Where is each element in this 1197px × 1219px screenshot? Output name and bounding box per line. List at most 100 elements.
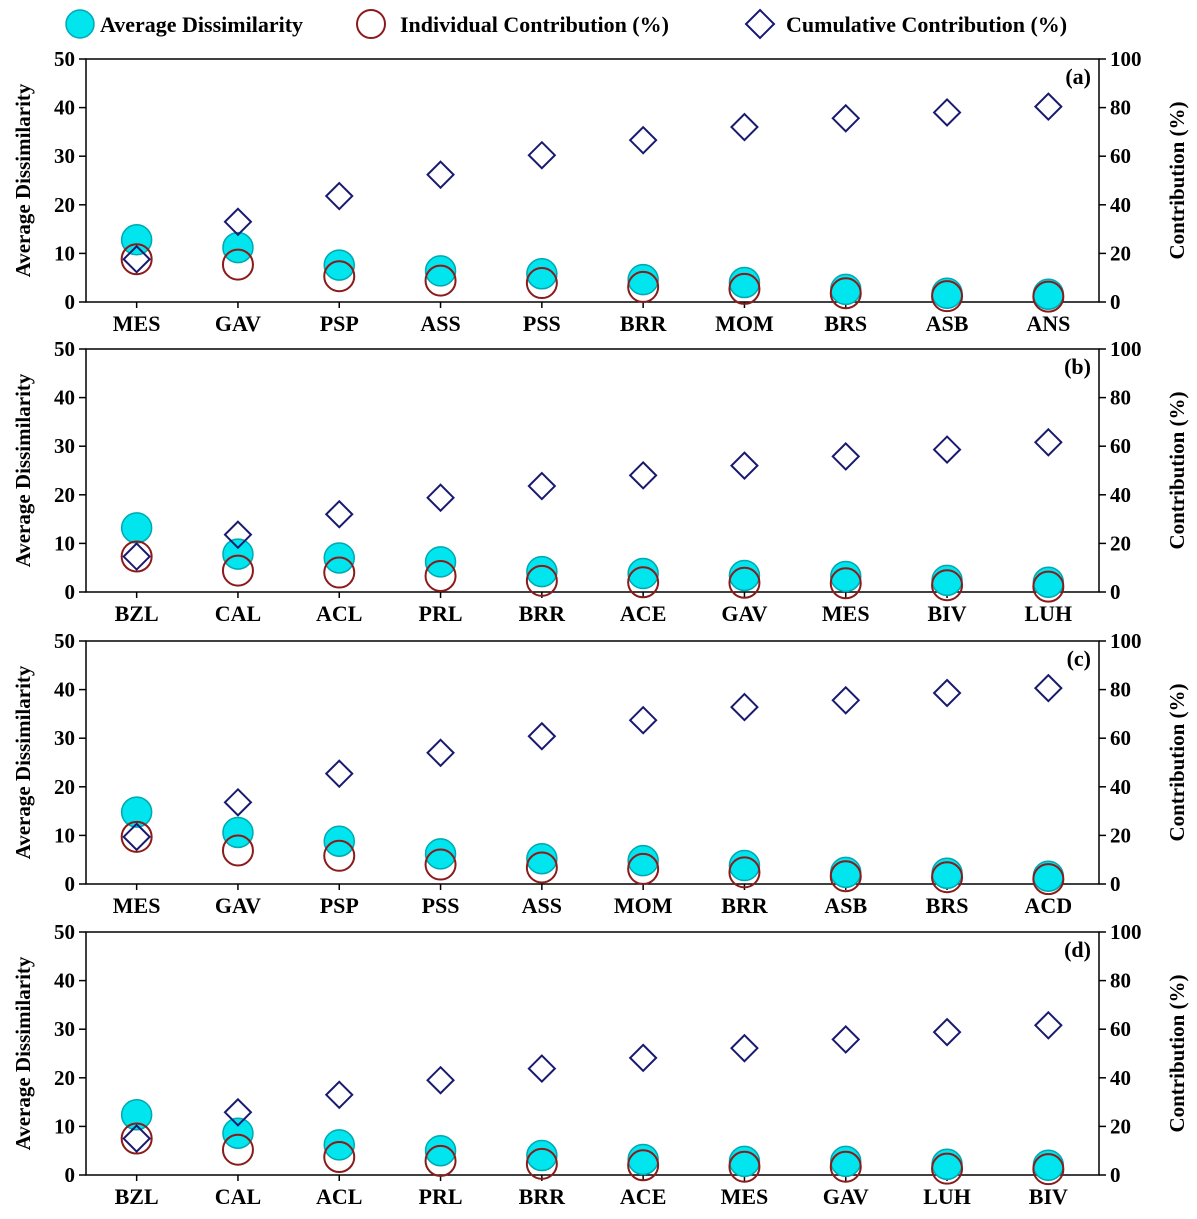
y2-tick-label: 80 — [1110, 969, 1131, 993]
x-tick-label: BRS — [824, 311, 867, 336]
y-tick-label: 50 — [54, 337, 75, 361]
point-individual-contribution — [627, 1149, 660, 1182]
point-individual-contribution — [323, 839, 356, 872]
point-cumulative-contribution — [527, 471, 557, 501]
y-tick-label: 10 — [54, 823, 75, 847]
point-individual-contribution — [829, 277, 862, 310]
panel-label: (d) — [1064, 937, 1091, 962]
y2-tick-label: 20 — [1110, 531, 1131, 555]
point-cumulative-contribution — [527, 721, 557, 751]
x-tick-label: BIV — [1029, 1184, 1068, 1209]
x-tick-label: PRL — [419, 1184, 463, 1209]
point-average-dissimilarity — [830, 560, 862, 593]
chart-panel-c: 0 10 20 30 40 50 0 20 40 60 80 100 Average Dissimila… — [11, 629, 1189, 918]
point-average-dissimilarity — [222, 538, 254, 570]
x-tick-label: MES — [113, 893, 161, 918]
point-average-dissimilarity — [931, 277, 963, 310]
y-tick-label: 30 — [54, 726, 75, 750]
point-individual-contribution — [525, 267, 558, 300]
y-tick-label: 20 — [54, 193, 75, 217]
point-cumulative-contribution — [426, 738, 455, 768]
point-cumulative-contribution — [426, 160, 455, 190]
point-average-dissimilarity — [627, 557, 659, 590]
y2-tick-label: 0 — [1110, 1163, 1121, 1187]
point-individual-contribution — [931, 1152, 964, 1185]
point-individual-contribution — [221, 834, 254, 867]
y-tick-label: 10 — [54, 531, 75, 555]
point-cumulative-contribution — [1033, 427, 1063, 457]
point-average-dissimilarity — [1032, 860, 1065, 892]
point-cumulative-contribution — [730, 1033, 759, 1063]
x-tick-label: MES — [822, 601, 870, 626]
point-average-dissimilarity — [526, 258, 558, 290]
point-individual-contribution — [221, 248, 254, 281]
point-cumulative-contribution — [122, 1124, 152, 1153]
x-tick-label: LUH — [1025, 601, 1073, 626]
point-cumulative-contribution — [730, 692, 759, 722]
point-individual-contribution — [525, 564, 558, 597]
x-tick-label: ASS — [420, 311, 460, 336]
x-tick-label: PSS — [523, 311, 561, 336]
y-tick-label: 0 — [65, 290, 76, 314]
y-tick-label: 40 — [54, 678, 75, 702]
point-individual-contribution — [931, 861, 964, 894]
y2-tick-label: 40 — [1110, 193, 1131, 217]
point-individual-contribution — [424, 1144, 457, 1177]
point-cumulative-contribution — [324, 499, 354, 529]
legend-label: Cumulative Contribution (%) — [786, 12, 1067, 37]
point-cumulative-contribution — [831, 1024, 861, 1054]
x-tick-label: ACD — [1025, 893, 1073, 918]
point-individual-contribution — [829, 567, 862, 600]
point-cumulative-contribution — [1033, 92, 1063, 122]
point-cumulative-contribution — [1033, 673, 1063, 703]
point-individual-contribution — [1032, 570, 1065, 603]
y2-tick-label: 40 — [1110, 1066, 1131, 1090]
y-axis-title: Average Dissimilarity — [11, 83, 35, 277]
y2-tick-label: 80 — [1110, 678, 1131, 702]
point-cumulative-contribution — [324, 759, 354, 789]
legend: Average Dissimilarity Individual Contrib… — [65, 8, 1067, 40]
point-cumulative-contribution — [426, 1065, 455, 1095]
x-tick-label: PSP — [320, 311, 359, 336]
point-average-dissimilarity — [222, 231, 254, 264]
point-cumulative-contribution — [223, 207, 253, 237]
y2-tick-label: 40 — [1110, 483, 1131, 507]
x-tick-label: GAV — [721, 601, 767, 626]
x-tick-label: BRR — [519, 601, 567, 626]
y-tick-label: 10 — [54, 241, 75, 265]
point-cumulative-contribution — [426, 483, 455, 513]
x-tick-label: ASS — [522, 893, 562, 918]
point-individual-contribution — [120, 243, 153, 276]
y2-axis-title: Contribution (%) — [1165, 101, 1189, 259]
point-individual-contribution — [728, 1150, 761, 1183]
point-cumulative-contribution — [324, 1080, 354, 1110]
point-individual-contribution — [1032, 863, 1065, 896]
point-individual-contribution — [829, 1150, 862, 1183]
x-tick-label: BZL — [115, 601, 159, 626]
y-tick-label: 20 — [54, 483, 75, 507]
point-individual-contribution — [323, 260, 356, 293]
legend-marker-filled-circle — [65, 9, 95, 39]
x-tick-label: BZL — [115, 1184, 159, 1209]
x-tick-label: ACE — [620, 601, 666, 626]
point-cumulative-contribution — [1033, 1010, 1063, 1040]
y2-tick-label: 0 — [1110, 580, 1121, 604]
plot-frame — [85, 640, 1100, 885]
point-cumulative-contribution — [831, 441, 861, 471]
point-cumulative-contribution — [223, 520, 253, 550]
legend-label: Individual Contribution (%) — [400, 12, 669, 37]
point-average-dissimilarity — [120, 796, 153, 828]
y2-tick-label: 60 — [1110, 1017, 1131, 1041]
x-tick-label: ANS — [1026, 311, 1070, 336]
x-tick-label: LUH — [923, 1184, 971, 1209]
y2-tick-label: 20 — [1110, 1114, 1131, 1138]
y-axis-title: Average Dissimilarity — [11, 665, 35, 859]
panel-label: (a) — [1065, 64, 1091, 89]
point-cumulative-contribution — [223, 1097, 253, 1127]
x-tick-label: CAL — [215, 1184, 261, 1209]
point-cumulative-contribution — [223, 787, 253, 817]
point-individual-contribution — [1032, 1153, 1065, 1186]
point-individual-contribution — [424, 264, 457, 297]
y-tick-label: 50 — [54, 47, 75, 71]
point-individual-contribution — [120, 540, 153, 573]
